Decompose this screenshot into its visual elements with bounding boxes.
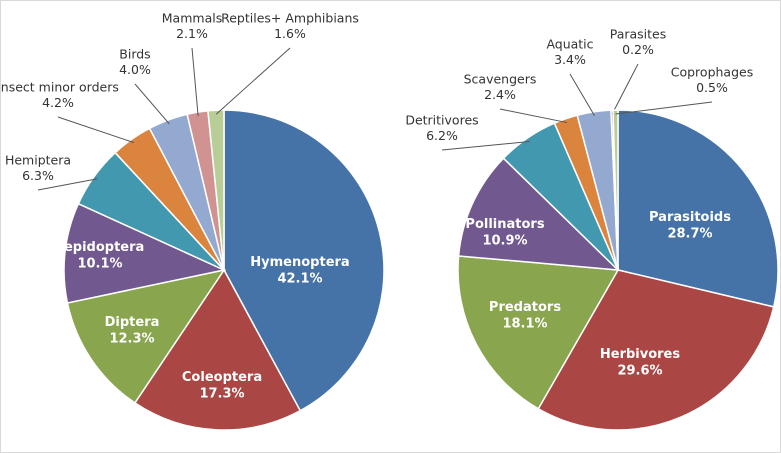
value-label: 42.1% — [277, 271, 322, 286]
category-label: Coprophages — [671, 64, 753, 79]
pie-slice — [223, 109, 385, 412]
category-label: Hymenoptera — [250, 255, 349, 270]
leader-line — [57, 116, 135, 144]
slice-label: Reptiles+ Amphibians 1.6% — [221, 10, 359, 41]
slice-label: Pollinators 10.9% — [465, 217, 544, 248]
slice-label: Hymenoptera 42.1% — [250, 255, 349, 286]
category-label: Detritivores — [405, 112, 478, 127]
slice-label: Hemiptera 6.3% — [5, 152, 71, 183]
category-label: Aquatic — [546, 36, 593, 51]
category-label: Hemiptera — [5, 152, 71, 167]
slice-label: Herbivores 29.6% — [600, 347, 681, 378]
value-label: 10.9% — [482, 233, 527, 248]
leader-line — [215, 47, 291, 115]
leader-line — [134, 83, 170, 125]
value-label: 28.7% — [667, 226, 712, 241]
slice-label: Coprophages 0.5% — [671, 64, 753, 95]
pie-slice — [537, 269, 775, 431]
slice-label: Insect minor orders 4.2% — [0, 79, 119, 110]
value-label: 10.1% — [77, 256, 122, 271]
value-label: 6.3% — [22, 168, 54, 183]
slice-label: Predators 18.1% — [489, 300, 561, 331]
category-label: Birds — [119, 46, 150, 61]
value-label: 0.5% — [696, 80, 728, 95]
slice-label: Scavengers 2.4% — [464, 71, 537, 102]
slice-label: Parasites 0.2% — [610, 26, 667, 57]
pie-slice — [133, 268, 302, 431]
value-label: 18.1% — [502, 316, 547, 331]
leader-line — [569, 73, 595, 117]
value-label: 3.4% — [554, 52, 586, 67]
category-label: Parasites — [610, 26, 667, 41]
value-label: 1.6% — [274, 26, 306, 41]
category-label: Scavengers — [464, 71, 537, 86]
pie-slice — [66, 268, 226, 404]
leader-line — [615, 101, 713, 115]
value-label: 17.3% — [199, 386, 244, 401]
leader-line — [611, 63, 639, 115]
value-label: 29.6% — [617, 363, 662, 378]
category-label: Parasitoids — [649, 210, 731, 225]
pie-slice — [63, 202, 227, 304]
slice-label: Diptera 12.3% — [105, 315, 160, 346]
category-label: Herbivores — [600, 347, 681, 362]
category-label: Pollinators — [465, 217, 544, 232]
value-label: 0.2% — [622, 42, 654, 57]
slice-label: Coleoptera 17.3% — [182, 370, 262, 401]
value-label: 12.3% — [109, 331, 154, 346]
slice-label: Parasitoids 28.7% — [649, 210, 731, 241]
category-label: Insect minor orders — [0, 79, 119, 94]
value-label: 2.4% — [484, 87, 516, 102]
category-label: Diptera — [105, 315, 160, 330]
slice-label: Lepidoptera 10.1% — [56, 240, 145, 271]
pie-slice — [207, 109, 225, 271]
slice-label: Detritivores 6.2% — [405, 112, 478, 143]
slice-label: Birds 4.0% — [119, 46, 151, 77]
pie-slice — [457, 157, 621, 271]
pie-slice — [617, 109, 779, 308]
slice-label: Mammals 2.1% — [162, 10, 222, 41]
category-label: Mammals — [162, 10, 222, 25]
leader-line — [37, 178, 98, 191]
value-label: 6.2% — [426, 128, 458, 143]
value-label: 4.0% — [119, 62, 151, 77]
category-label: Reptiles+ Amphibians — [221, 10, 359, 25]
pie-slice — [612, 109, 619, 271]
category-label: Lepidoptera — [56, 240, 145, 255]
category-label: Predators — [489, 300, 561, 315]
leader-line — [441, 141, 530, 151]
leader-line — [191, 47, 199, 117]
category-label: Coleoptera — [182, 370, 262, 385]
leader-line — [499, 108, 568, 124]
value-label: 4.2% — [42, 95, 74, 110]
pie-slice — [457, 255, 620, 410]
value-label: 2.1% — [176, 26, 208, 41]
slice-label: Aquatic 3.4% — [546, 36, 593, 67]
